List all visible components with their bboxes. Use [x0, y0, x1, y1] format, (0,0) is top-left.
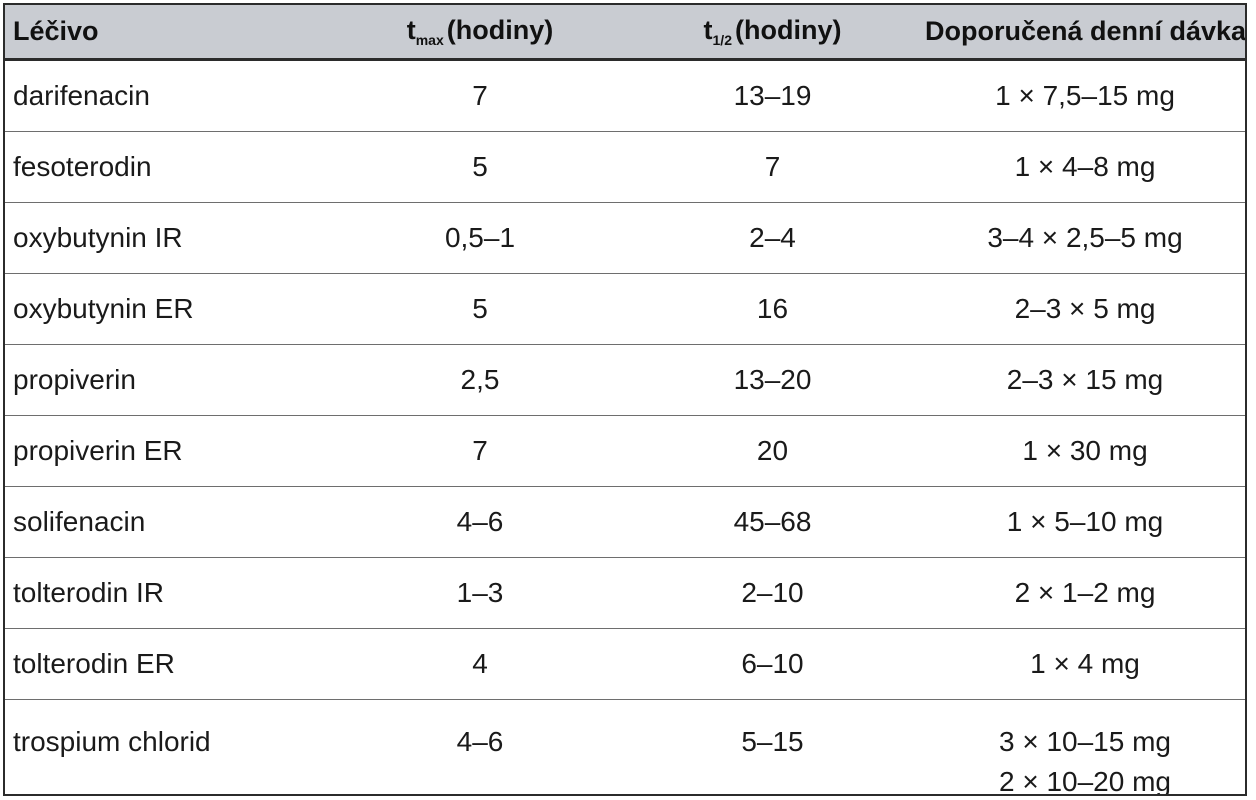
cell-thalf: 2–10 — [620, 557, 925, 628]
cell-dose: 2 × 1–2 mg — [925, 557, 1245, 628]
header-tmax: tmax (hodiny) — [340, 5, 620, 59]
cell-drug: trospium chlorid — [5, 699, 340, 796]
table-row: darifenacin 7 13–19 1 × 7,5–15 mg — [5, 59, 1245, 131]
cell-thalf: 5–15 — [620, 699, 925, 796]
cell-dose: 1 × 4 mg — [925, 628, 1245, 699]
cell-tmax: 7 — [340, 415, 620, 486]
header-thalf-symbol: t — [704, 15, 713, 45]
cell-dose: 1 × 7,5–15 mg — [925, 59, 1245, 131]
cell-drug: darifenacin — [5, 59, 340, 131]
cell-thalf: 2–4 — [620, 202, 925, 273]
cell-dose: 2–3 × 5 mg — [925, 273, 1245, 344]
header-tmax-unit: (hodiny) — [447, 15, 553, 45]
header-thalf: t1/2 (hodiny) — [620, 5, 925, 59]
cell-dose: 2–3 × 15 mg — [925, 344, 1245, 415]
cell-tmax: 2,5 — [340, 344, 620, 415]
table-row: fesoterodin 5 7 1 × 4–8 mg — [5, 131, 1245, 202]
cell-thalf: 45–68 — [620, 486, 925, 557]
cell-dose: 3–4 × 2,5–5 mg — [925, 202, 1245, 273]
header-thalf-subscript: 1/2 — [713, 32, 732, 48]
drug-table: Léčivo tmax (hodiny) t1/2 (hodiny) Doporuč… — [3, 3, 1247, 796]
cell-drug: propiverin ER — [5, 415, 340, 486]
header-tmax-subscript: max — [416, 32, 444, 48]
cell-drug: solifenacin — [5, 486, 340, 557]
table-row: oxybutynin IR 0,5–1 2–4 3–4 × 2,5–5 mg — [5, 202, 1245, 273]
cell-tmax: 5 — [340, 273, 620, 344]
cell-dose: 3 × 10–15 mg 2 × 10–20 mg — [925, 699, 1245, 796]
cell-tmax: 4 — [340, 628, 620, 699]
cell-thalf: 13–19 — [620, 59, 925, 131]
table-row: tolterodin IR 1–3 2–10 2 × 1–2 mg — [5, 557, 1245, 628]
table-row: propiverin 2,5 13–20 2–3 × 15 mg — [5, 344, 1245, 415]
cell-drug: tolterodin ER — [5, 628, 340, 699]
cell-drug: fesoterodin — [5, 131, 340, 202]
cell-thalf: 16 — [620, 273, 925, 344]
cell-dose: 1 × 5–10 mg — [925, 486, 1245, 557]
table-row: tolterodin ER 4 6–10 1 × 4 mg — [5, 628, 1245, 699]
cell-thalf: 20 — [620, 415, 925, 486]
cell-tmax: 1–3 — [340, 557, 620, 628]
cell-drug: propiverin — [5, 344, 340, 415]
table-row: propiverin ER 7 20 1 × 30 mg — [5, 415, 1245, 486]
table-header-row: Léčivo tmax (hodiny) t1/2 (hodiny) Doporuč… — [5, 5, 1245, 59]
cell-tmax: 7 — [340, 59, 620, 131]
cell-thalf: 6–10 — [620, 628, 925, 699]
header-tmax-symbol: t — [407, 15, 416, 45]
cell-tmax: 0,5–1 — [340, 202, 620, 273]
cell-dose-line-2: 2 × 10–20 mg — [925, 762, 1245, 797]
cell-tmax: 5 — [340, 131, 620, 202]
cell-drug: oxybutynin IR — [5, 202, 340, 273]
cell-dose: 1 × 4–8 mg — [925, 131, 1245, 202]
header-dose: Doporučená denní dávka — [925, 5, 1245, 59]
cell-thalf: 13–20 — [620, 344, 925, 415]
cell-thalf: 7 — [620, 131, 925, 202]
cell-tmax: 4–6 — [340, 486, 620, 557]
table-row: oxybutynin ER 5 16 2–3 × 5 mg — [5, 273, 1245, 344]
cell-dose: 1 × 30 mg — [925, 415, 1245, 486]
cell-drug: oxybutynin ER — [5, 273, 340, 344]
table-row: solifenacin 4–6 45–68 1 × 5–10 mg — [5, 486, 1245, 557]
cell-drug: tolterodin IR — [5, 557, 340, 628]
cell-dose-line-1: 3 × 10–15 mg — [925, 722, 1245, 762]
header-thalf-unit: (hodiny) — [735, 15, 841, 45]
table-row: trospium chlorid 4–6 5–15 3 × 10–15 mg 2… — [5, 699, 1245, 796]
cell-tmax: 4–6 — [340, 699, 620, 796]
header-drug: Léčivo — [5, 5, 340, 59]
pharmacokinetics-table: Léčivo tmax (hodiny) t1/2 (hodiny) Doporuč… — [5, 5, 1245, 796]
